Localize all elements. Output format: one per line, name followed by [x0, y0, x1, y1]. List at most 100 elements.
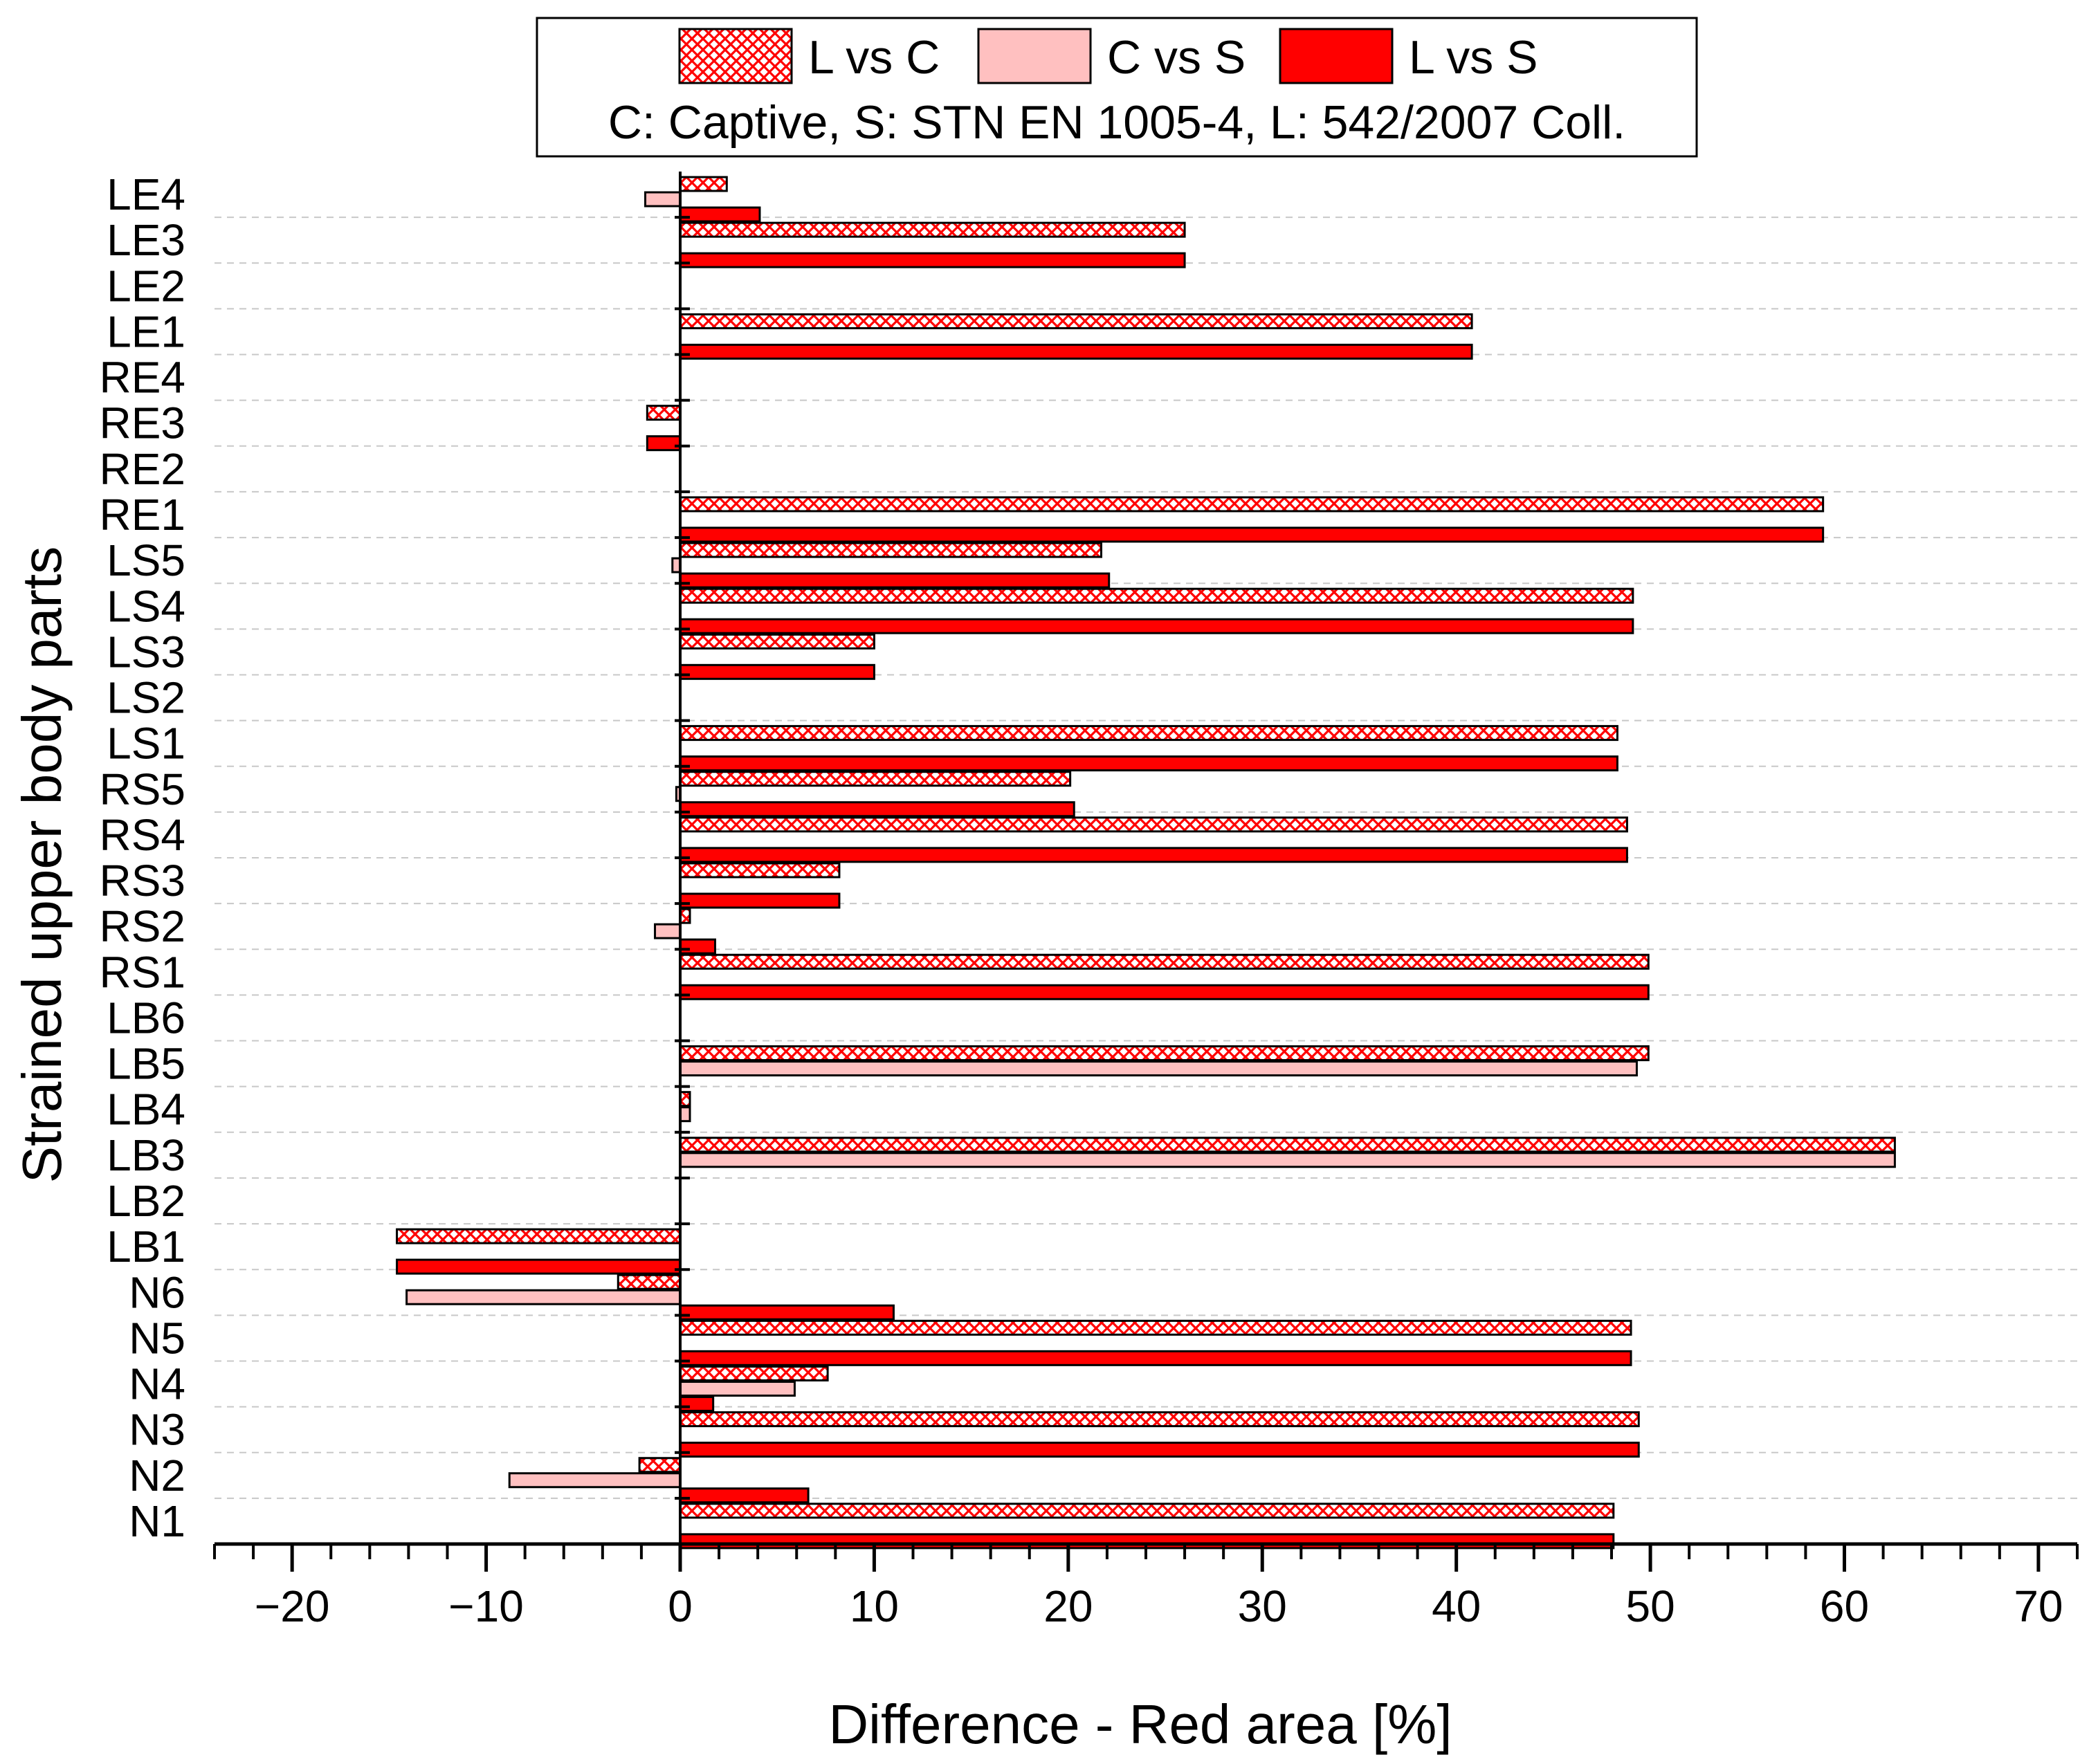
- y-tick-label: RS5: [100, 764, 186, 814]
- bar-c-vs-s: [654, 923, 682, 939]
- y-tick-label: RE2: [100, 444, 186, 494]
- y-tick-label: RS4: [100, 810, 186, 860]
- x-axis: −20 −10 0 10 20 30 40 50 60 70: [213, 1542, 2079, 1631]
- bar-c-vs-s: [679, 1106, 691, 1123]
- legend-swatch-l-vs-c: [678, 28, 793, 84]
- bar-c-vs-s: [679, 1380, 796, 1397]
- bar-l-vs-c: [679, 1091, 691, 1108]
- y-tick-label: N4: [129, 1359, 185, 1409]
- x-tick-label: 40: [1432, 1581, 1481, 1631]
- y-tick-label: RS1: [100, 947, 186, 997]
- bar-l-vs-c: [679, 221, 1186, 238]
- x-tick-label: 0: [668, 1581, 693, 1631]
- bar-l-vs-c: [679, 862, 841, 879]
- y-tick-label: LS3: [107, 627, 185, 677]
- legend-label-c-vs-s: C vs S: [1107, 31, 1246, 84]
- y-tick-label: LS2: [107, 673, 185, 723]
- y-tick-label: LS1: [107, 719, 185, 769]
- bar-l-vs-s: [679, 938, 716, 955]
- legend: L vs C C vs S L vs S C: Captive, S: STN …: [536, 17, 1698, 158]
- bar-l-vs-s: [679, 801, 1075, 818]
- y-tick-label: LB4: [107, 1085, 185, 1134]
- x-tick-label: 50: [1625, 1581, 1675, 1631]
- x-tick-label: 70: [2014, 1581, 2063, 1631]
- bar-l-vs-s: [679, 343, 1473, 360]
- bar-c-vs-s: [679, 1152, 1896, 1168]
- bar-l-vs-s: [679, 1442, 1640, 1458]
- bar-l-vs-s: [679, 984, 1650, 1000]
- bar-l-vs-s: [679, 252, 1186, 268]
- y-tick-label: LB5: [107, 1039, 185, 1089]
- y-tick-label: RE1: [100, 490, 186, 540]
- bar-l-vs-c: [638, 1457, 682, 1473]
- y-tick-label: LE1: [107, 306, 185, 356]
- bar-l-vs-c: [679, 771, 1072, 787]
- bar-l-vs-s: [396, 1258, 682, 1275]
- y-tick-label: RS2: [100, 901, 186, 951]
- y-tick-label: LB1: [107, 1222, 185, 1271]
- bar-l-vs-c: [679, 176, 728, 192]
- bar-l-vs-s: [679, 663, 875, 680]
- bar-l-vs-s: [679, 847, 1628, 863]
- bar-l-vs-s: [679, 618, 1634, 634]
- bar-l-vs-c: [679, 313, 1473, 329]
- y-tick-label: N1: [129, 1496, 185, 1546]
- y-tick-label: LE3: [107, 215, 185, 265]
- y-tick-label: N3: [129, 1405, 185, 1455]
- bar-l-vs-s: [679, 892, 841, 909]
- bar-l-vs-c: [679, 1503, 1615, 1519]
- bar-l-vs-c: [679, 496, 1825, 513]
- x-tick-label: −10: [448, 1581, 524, 1631]
- legend-label-l-vs-s: L vs S: [1409, 31, 1538, 84]
- bar-l-vs-c: [679, 908, 691, 924]
- bar-l-vs-c: [396, 1228, 682, 1244]
- bar-l-vs-s: [679, 1395, 715, 1412]
- y-tick-label: LS5: [107, 535, 185, 585]
- legend-label-l-vs-c: L vs C: [808, 31, 940, 84]
- y-tick-label: LB6: [107, 993, 185, 1042]
- bar-l-vs-c: [679, 1365, 829, 1381]
- legend-note: C: Captive, S: STN EN 1005-4, L: 542/200…: [608, 96, 1625, 149]
- bar-l-vs-s: [679, 1350, 1632, 1366]
- legend-swatch-l-vs-s: [1279, 28, 1394, 84]
- y-tick-label: RS3: [100, 856, 186, 906]
- bar-l-vs-s: [679, 206, 761, 223]
- y-tick-label: RE3: [100, 398, 186, 448]
- bar-c-vs-s: [508, 1472, 682, 1489]
- y-axis-categories: LE4LE3LE2LE1RE4RE3RE2RE1LS5LS4LS3LS2LS1R…: [100, 169, 690, 1546]
- y-tick-label: LB2: [107, 1176, 185, 1226]
- bar-l-vs-c: [679, 1045, 1650, 1062]
- bars: [396, 176, 1896, 1550]
- bar-l-vs-c: [679, 587, 1634, 604]
- bar-l-vs-c: [679, 1319, 1632, 1336]
- y-axis-title: Strained upper body parts: [11, 546, 73, 1184]
- bar-l-vs-c: [679, 1411, 1640, 1428]
- bar-l-vs-s: [679, 755, 1618, 772]
- bar-l-vs-c: [679, 1137, 1896, 1153]
- y-tick-label: LS4: [107, 581, 185, 631]
- bar-l-vs-c: [646, 405, 682, 421]
- y-tick-label: LE2: [107, 261, 185, 311]
- y-tick-label: LE4: [107, 169, 185, 219]
- y-tick-label: N2: [129, 1451, 185, 1500]
- y-tick-label: N6: [129, 1267, 185, 1317]
- x-tick-label: 60: [1820, 1581, 1869, 1631]
- x-tick-label: −20: [255, 1581, 330, 1631]
- x-tick-label: 30: [1238, 1581, 1287, 1631]
- x-axis-title: Difference - Red area [%]: [828, 1693, 1452, 1755]
- bar-l-vs-s: [679, 572, 1111, 589]
- bar-l-vs-c: [617, 1274, 682, 1290]
- bar-l-vs-c: [679, 953, 1650, 970]
- y-tick-label: RE4: [100, 353, 186, 403]
- x-tick-label: 20: [1043, 1581, 1093, 1631]
- y-tick-label: N5: [129, 1313, 185, 1363]
- bar-l-vs-c: [679, 816, 1628, 833]
- bar-l-vs-c: [679, 633, 875, 650]
- bar-c-vs-s: [679, 1060, 1638, 1077]
- bar-l-vs-c: [679, 725, 1618, 742]
- bar-l-vs-s: [679, 1487, 810, 1504]
- bar-l-vs-s: [679, 526, 1825, 543]
- y-tick-label: LB3: [107, 1130, 185, 1180]
- bar-c-vs-s: [644, 191, 682, 208]
